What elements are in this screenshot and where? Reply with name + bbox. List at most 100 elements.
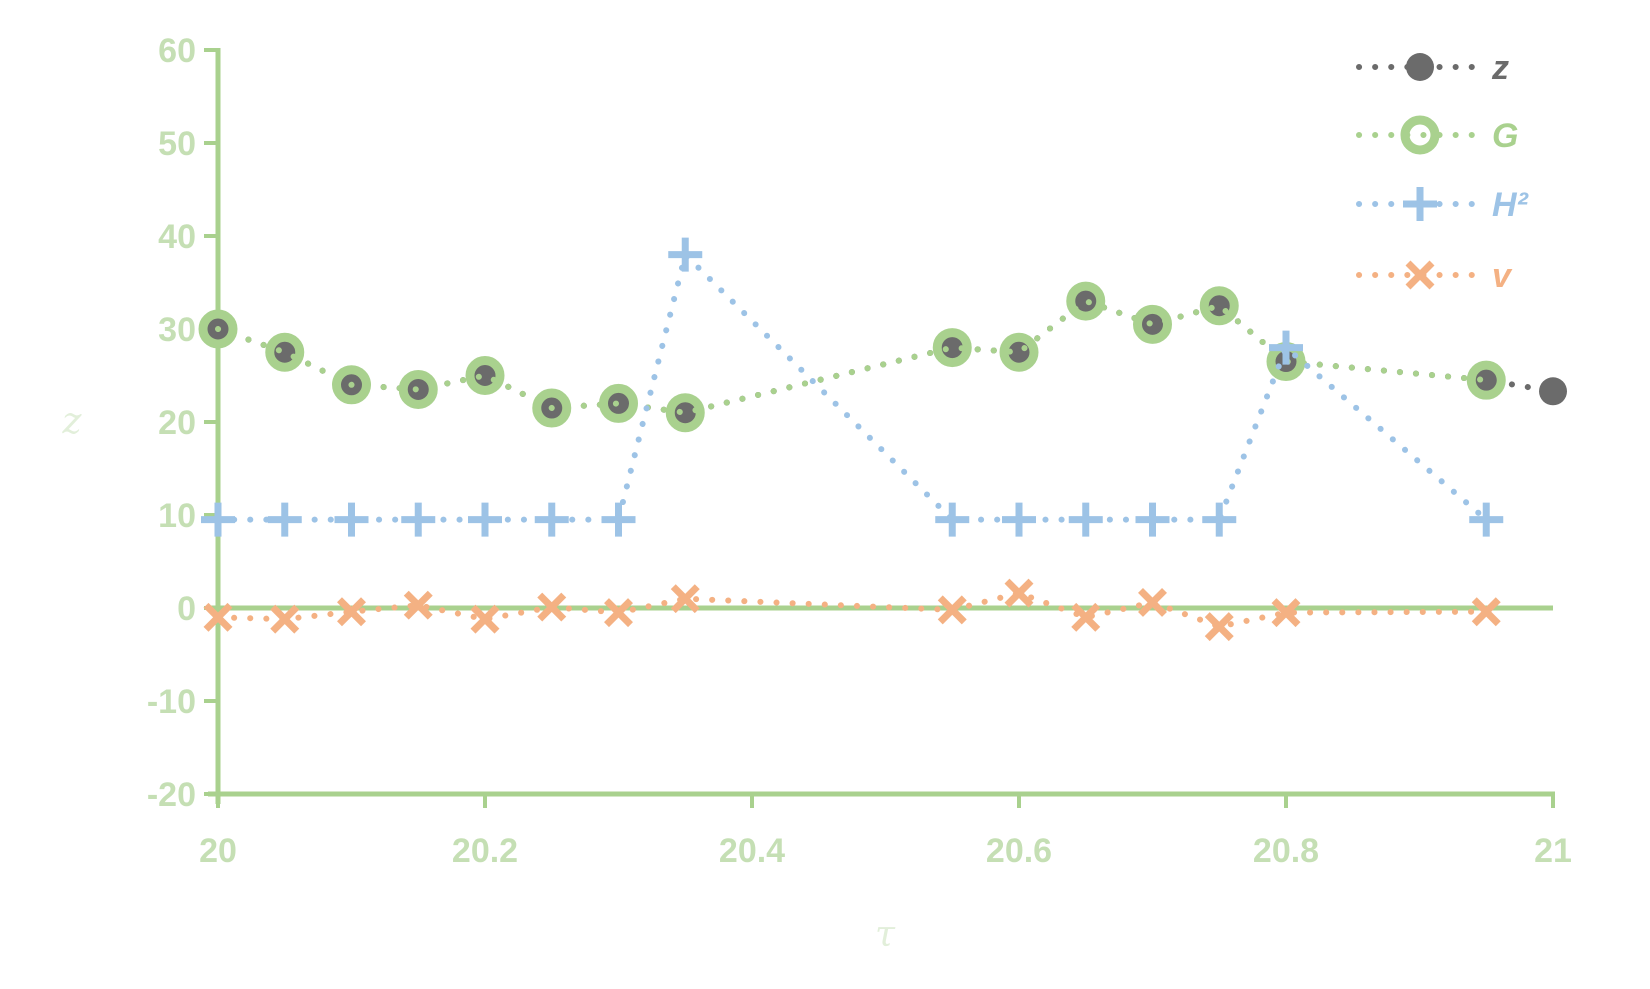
- data-point: [1466, 360, 1506, 400]
- data-point: [265, 332, 305, 372]
- data-point: [332, 365, 371, 405]
- cross-stroke: [1004, 578, 1034, 608]
- x-tick-label: 20.6: [986, 832, 1052, 870]
- data-point: [1002, 502, 1036, 537]
- data-point: [267, 502, 302, 537]
- data-point: [1005, 338, 1033, 367]
- y-tick-label: 40: [158, 218, 196, 256]
- data-point: [270, 604, 300, 634]
- data-point: [1269, 330, 1303, 365]
- x-tick-label: 20: [199, 832, 237, 870]
- y-tick-label: 10: [158, 497, 196, 535]
- data-point: [398, 369, 438, 409]
- legend-label: v: [1492, 257, 1513, 295]
- data-point: [1066, 281, 1106, 321]
- data-point: [401, 502, 436, 537]
- data-point: [1199, 286, 1239, 326]
- data-point: [1138, 587, 1167, 617]
- data-point: [671, 398, 700, 427]
- cross-stroke: [1471, 597, 1501, 627]
- data-point: [932, 328, 972, 368]
- legend-marker: [1406, 53, 1434, 81]
- data-point: [465, 356, 505, 395]
- data-point: [198, 309, 238, 349]
- cross-stroke: [670, 584, 700, 614]
- cross-stroke: [937, 595, 967, 625]
- data-point: [668, 237, 703, 272]
- data-point: [1204, 612, 1234, 642]
- data-point: [470, 604, 500, 634]
- legend-label: z: [1491, 49, 1509, 87]
- data-point: [601, 502, 636, 537]
- data-point: [1133, 304, 1172, 344]
- data-point: [937, 595, 967, 625]
- data-point: [1068, 502, 1103, 537]
- data-point: [1202, 502, 1237, 537]
- y-tick-label: 50: [158, 125, 196, 163]
- data-point: [1471, 597, 1501, 627]
- legend-marker: [1400, 115, 1440, 155]
- y-tick-label: -20: [147, 776, 196, 814]
- cross-stroke: [1204, 612, 1234, 642]
- data-point: [1071, 602, 1101, 632]
- x-tick-label: 20.4: [719, 832, 785, 870]
- series-2: [201, 237, 1504, 537]
- cross-stroke: [604, 598, 633, 628]
- data-point: [471, 361, 499, 390]
- series-layer: [198, 237, 1567, 642]
- data-point: [1472, 366, 1501, 395]
- x-tick-label: 21: [1534, 832, 1572, 870]
- legend-label: G: [1492, 117, 1518, 155]
- legend-entry: v: [1356, 257, 1513, 295]
- data-point: [334, 502, 369, 537]
- data-point: [1004, 578, 1034, 608]
- data-point: [999, 332, 1039, 372]
- legend-entry: z: [1356, 49, 1509, 87]
- data-point: [1539, 377, 1567, 406]
- data-point: [403, 590, 433, 620]
- y-axis-title: z: [62, 401, 83, 442]
- data-point: [604, 598, 633, 628]
- data-point: [670, 584, 700, 614]
- y-tick-label: 20: [158, 404, 196, 442]
- y-tick-label: 30: [158, 311, 196, 349]
- legend-label: H²: [1492, 186, 1530, 224]
- data-point: [337, 597, 366, 627]
- cross-stroke: [203, 602, 233, 632]
- data-point: [203, 602, 233, 632]
- cross-stroke: [537, 592, 567, 622]
- cross-stroke: [1405, 260, 1435, 290]
- legend-marker: [1405, 260, 1435, 290]
- cross-stroke: [1138, 587, 1167, 617]
- series-line: [215, 297, 1490, 416]
- data-point: [201, 502, 235, 537]
- data-point: [938, 333, 967, 362]
- legend-entry: G: [1356, 115, 1518, 155]
- cross-stroke: [270, 604, 300, 634]
- data-point: [599, 383, 638, 423]
- data-point: [468, 502, 502, 537]
- series-1: [198, 281, 1506, 433]
- data-point: [1071, 287, 1100, 316]
- legend: zG H² v: [1356, 49, 1530, 295]
- x-tick-label: 20.8: [1253, 832, 1319, 870]
- data-point: [1135, 502, 1170, 537]
- cross-stroke: [337, 597, 366, 627]
- data-point: [270, 338, 299, 367]
- data-point: [1469, 502, 1504, 537]
- x-tick-label: 20.2: [452, 832, 518, 870]
- cross-stroke: [1071, 602, 1101, 632]
- y-tick-label: -10: [147, 683, 196, 721]
- data-point: [537, 592, 567, 622]
- data-point: [935, 502, 970, 537]
- legend-entry: H²: [1356, 186, 1530, 224]
- series-3: [203, 578, 1501, 642]
- data-point: [534, 502, 569, 537]
- data-point: [1271, 598, 1301, 628]
- x-axis-title: τ: [875, 914, 896, 955]
- cross-stroke: [403, 590, 433, 620]
- legend-marker: [1403, 187, 1437, 221]
- y-tick-label: 0: [177, 590, 196, 628]
